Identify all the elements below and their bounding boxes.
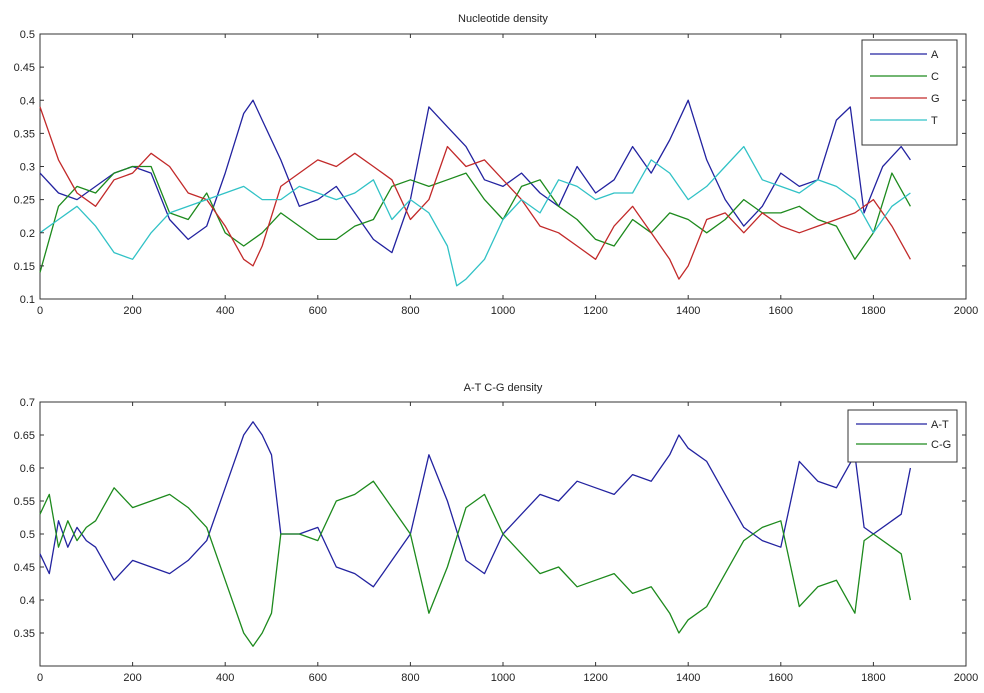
series-line-a-t: [39, 421, 912, 588]
y-tick-label: 0.45: [14, 562, 35, 574]
y-tick-label: 0.4: [20, 95, 35, 107]
x-tick-label: 0: [37, 305, 43, 317]
y-tick-label: 0.35: [14, 628, 35, 640]
x-tick-label: 2000: [954, 672, 978, 684]
x-tick-label: 1400: [676, 672, 700, 684]
y-tick-label: 0.55: [14, 496, 35, 508]
x-tick-label: 1200: [583, 305, 607, 317]
x-tick-label: 200: [123, 672, 141, 684]
y-tick-label: 0.3: [20, 162, 35, 174]
legend-entry-a-t: A-T: [856, 419, 949, 431]
x-tick-label: 1200: [583, 672, 607, 684]
y-tick-label: 0.15: [14, 261, 35, 273]
x-tick-label: 0: [37, 672, 43, 684]
nucleotide-density-title: Nucleotide density: [458, 13, 548, 25]
at-cg-density-legend: A-T C-G: [847, 409, 958, 463]
nucleotide-density-series-layer: [39, 99, 911, 287]
y-tick-label: 0.2: [20, 228, 35, 240]
at-cg-density-ticks: 0 200 400 600 800 1000 1200 1400 1600 1800 2000 0.3…: [14, 397, 979, 684]
y-tick-label: 0.65: [14, 430, 35, 442]
x-tick-label: 200: [123, 305, 141, 317]
series-line-c: [39, 165, 911, 273]
nucleotide-density-chart: Nucleotide density 0 200 400 600 800 1000 1200…: [14, 13, 979, 317]
legend-label-t: T: [931, 115, 938, 127]
x-tick-label: 1000: [491, 672, 515, 684]
nucleotide-density-legend-box: [861, 39, 958, 146]
at-cg-density-legend-box: [847, 409, 958, 463]
legend-entry-g: G: [870, 93, 940, 105]
legend-entry-c: C: [870, 71, 939, 83]
legend-label-g: G: [931, 93, 940, 105]
y-tick-label: 0.5: [20, 529, 35, 541]
legend-entry-c-g: C-G: [856, 439, 951, 451]
legend-label-a-t: A-T: [931, 419, 949, 431]
y-tick-label: 0.35: [14, 128, 35, 140]
legend-entry-a: A: [870, 49, 939, 61]
legend-entry-t: T: [870, 115, 938, 127]
x-tick-label: 1000: [491, 305, 515, 317]
y-tick-label: 0.5: [20, 29, 35, 41]
x-tick-label: 400: [216, 672, 234, 684]
y-tick-label: 0.25: [14, 195, 35, 207]
y-tick-label: 0.4: [20, 595, 35, 607]
at-cg-density-chart: A-T C-G density 0 200 400 600 800 1000 1200 140…: [14, 382, 979, 684]
x-tick-label: 600: [309, 672, 327, 684]
x-tick-label: 1800: [861, 672, 885, 684]
at-cg-density-series-layer: [39, 421, 912, 647]
x-tick-label: 1800: [861, 305, 885, 317]
legend-label-c-g: C-G: [931, 439, 951, 451]
x-tick-label: 400: [216, 305, 234, 317]
y-tick-label: 0.7: [20, 397, 35, 409]
x-tick-label: 800: [401, 305, 419, 317]
y-tick-label: 0.1: [20, 294, 35, 306]
at-cg-density-title: A-T C-G density: [464, 382, 543, 394]
nucleotide-density-legend: A C G T: [861, 39, 958, 146]
x-tick-label: 1600: [769, 672, 793, 684]
series-line-g: [39, 106, 911, 280]
x-tick-label: 800: [401, 672, 419, 684]
legend-label-c: C: [931, 71, 939, 83]
x-tick-label: 1400: [676, 305, 700, 317]
y-tick-label: 0.45: [14, 62, 35, 74]
legend-label-a: A: [931, 49, 939, 61]
x-tick-label: 1600: [769, 305, 793, 317]
nucleotide-density-ticks: 0 200 400 600 800 1000 1200 1400 1600 1800 2000 0.1…: [14, 29, 979, 317]
series-line-t: [39, 145, 911, 287]
series-line-c-g: [39, 480, 912, 647]
nucleotide-density-axes: [39, 33, 967, 300]
x-tick-label: 600: [309, 305, 327, 317]
y-tick-label: 0.6: [20, 463, 35, 475]
x-tick-label: 2000: [954, 305, 978, 317]
